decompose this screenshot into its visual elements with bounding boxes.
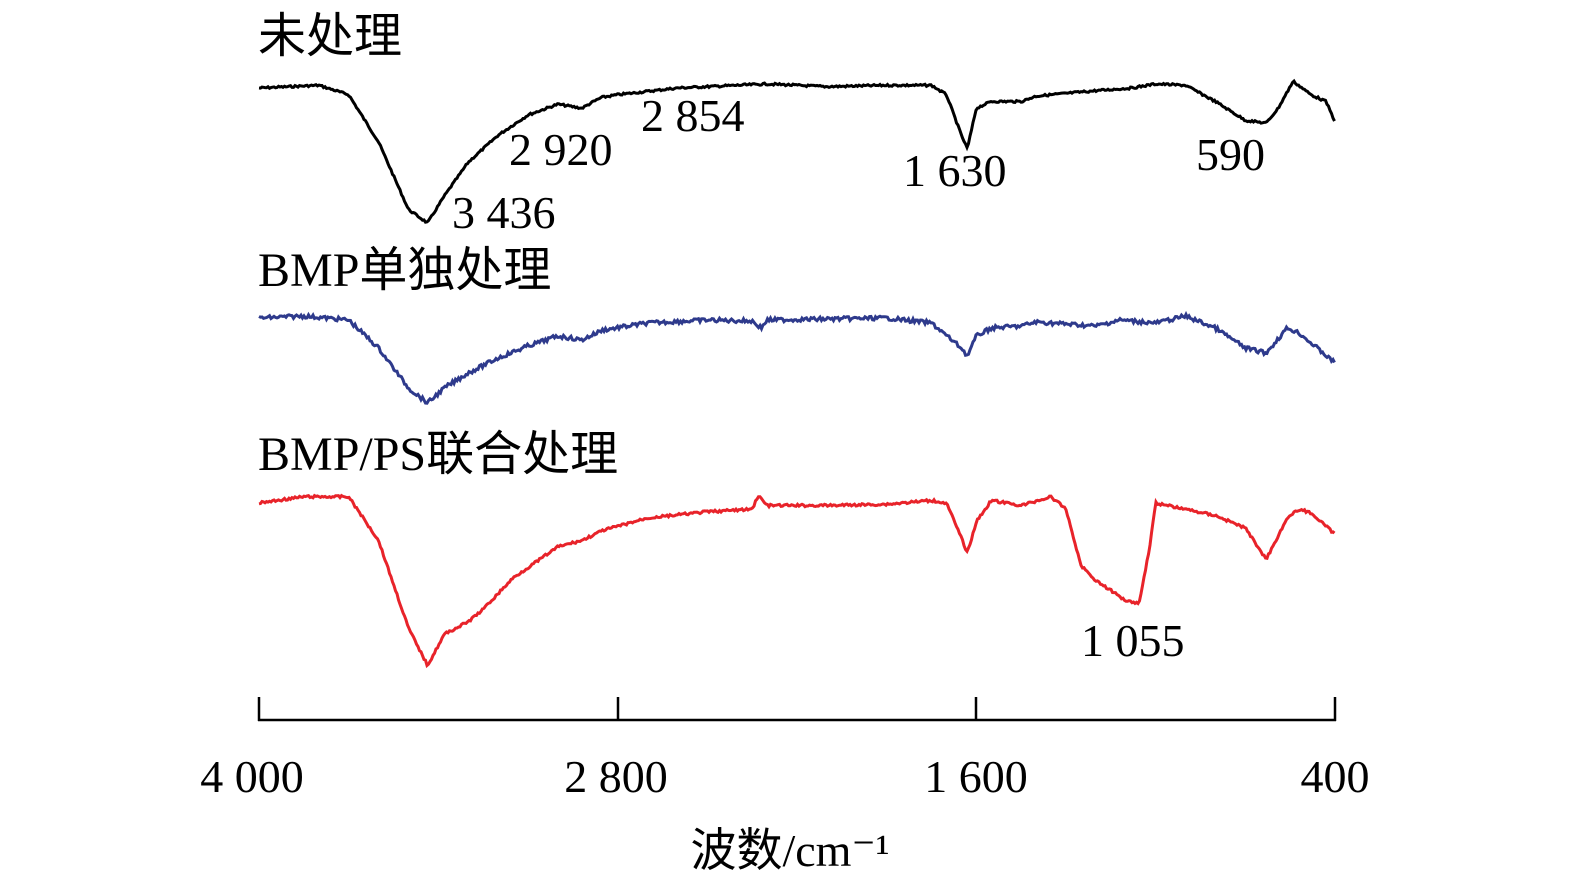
- peak-label-2920: 2 920: [509, 124, 613, 175]
- x-tick-label-1600: 1 600: [924, 751, 1028, 802]
- series-line-bmp-ps: [258, 493, 1336, 669]
- peak-label-3436: 3 436: [452, 187, 556, 238]
- series-name-bmp-ps: BMP/PS联合处理: [258, 428, 618, 481]
- x-tick-label-4000: 4 000: [200, 751, 304, 802]
- series-line-bmp: [258, 310, 1336, 405]
- peak-label-2854: 2 854: [641, 90, 745, 141]
- series-line-untreated: [258, 78, 1336, 224]
- peak-label-590: 590: [1196, 129, 1265, 180]
- x-tick-label-400: 400: [1301, 751, 1370, 802]
- peak-label-1630: 1 630: [903, 145, 1007, 196]
- series-name-bmp: BMP单独处理: [258, 244, 551, 297]
- x-tick-label-2800: 2 800: [564, 751, 668, 802]
- series-name-untreated: 未处理: [258, 10, 402, 63]
- x-axis-title: 波数/cm⁻¹: [690, 825, 889, 876]
- peak-label-1055: 1 055: [1081, 615, 1185, 666]
